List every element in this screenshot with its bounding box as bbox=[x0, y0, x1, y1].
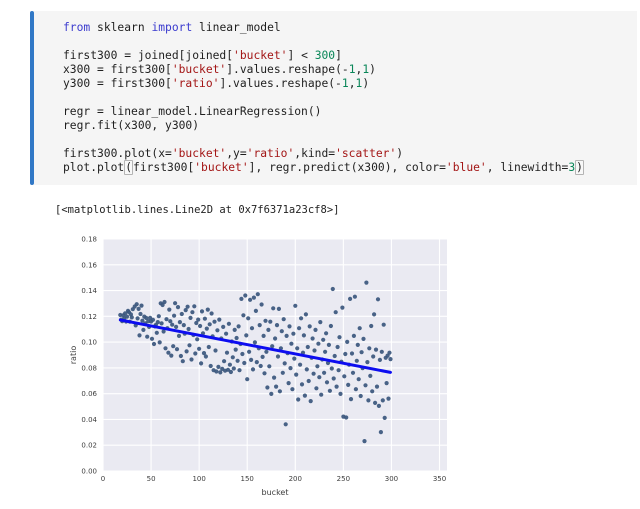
svg-text:350: 350 bbox=[433, 475, 446, 483]
code-line: x300 = first300['bucket'].values.reshape… bbox=[63, 63, 376, 76]
y-axis-label: ratio bbox=[69, 346, 78, 365]
notebook-cell[interactable]: from sklearn import linear_model first30… bbox=[30, 11, 637, 185]
code-line bbox=[63, 91, 584, 105]
svg-text:0.18: 0.18 bbox=[81, 236, 97, 244]
x-tick-labels: 0 50 100 150 200 250 300 350 bbox=[101, 475, 446, 483]
code-line: first300.plot(x='bucket',y='ratio',kind=… bbox=[63, 147, 404, 160]
execution-output-text: [<matplotlib.lines.Line2D at 0x7f6371a23… bbox=[55, 204, 340, 216]
svg-text:300: 300 bbox=[385, 475, 398, 483]
svg-text:50: 50 bbox=[147, 475, 156, 483]
code-editor[interactable]: from sklearn import linear_model first30… bbox=[63, 21, 584, 175]
svg-text:0.02: 0.02 bbox=[81, 442, 97, 450]
output-figure: 0 50 100 150 200 250 300 3500.000.020.040.060.0… bbox=[69, 236, 447, 497]
code-line: regr = linear_model.LinearRegression() bbox=[63, 105, 322, 118]
code-line bbox=[63, 35, 584, 49]
x-axis-label: bucket bbox=[262, 488, 289, 497]
svg-text:0.00: 0.00 bbox=[81, 468, 97, 476]
plot-area bbox=[103, 239, 447, 471]
code-line: first300 = joined[joined['bucket'] < 300… bbox=[63, 49, 342, 62]
svg-text:0.10: 0.10 bbox=[81, 339, 97, 347]
code-line bbox=[63, 133, 584, 147]
svg-text:250: 250 bbox=[337, 475, 350, 483]
code-line: y300 = first300['ratio'].values.reshape(… bbox=[63, 77, 370, 90]
cell-background bbox=[34, 11, 637, 185]
svg-text:0.14: 0.14 bbox=[81, 287, 97, 295]
regression-line bbox=[118, 318, 392, 374]
code-line: from sklearn import linear_model bbox=[63, 21, 281, 34]
cell-focus-bar[interactable] bbox=[30, 11, 34, 185]
svg-text:0: 0 bbox=[101, 475, 105, 483]
svg-text:0.04: 0.04 bbox=[81, 416, 97, 424]
svg-text:0.08: 0.08 bbox=[81, 364, 97, 372]
code-line: regr.fit(x300, y300) bbox=[63, 119, 200, 132]
svg-text:0.06: 0.06 bbox=[81, 390, 97, 398]
svg-text:0.12: 0.12 bbox=[81, 313, 97, 321]
y-tick-labels: 0.00 0.02 0.04 0.06 0.08 0.10 0.12 0.14 0.16 0.18 bbox=[81, 236, 97, 476]
svg-text:150: 150 bbox=[241, 475, 254, 483]
svg-text:200: 200 bbox=[289, 475, 302, 483]
svg-text:100: 100 bbox=[192, 475, 205, 483]
svg-text:0.16: 0.16 bbox=[81, 261, 97, 269]
code-line: plot.plot(first300['bucket'], regr.predi… bbox=[63, 160, 584, 175]
